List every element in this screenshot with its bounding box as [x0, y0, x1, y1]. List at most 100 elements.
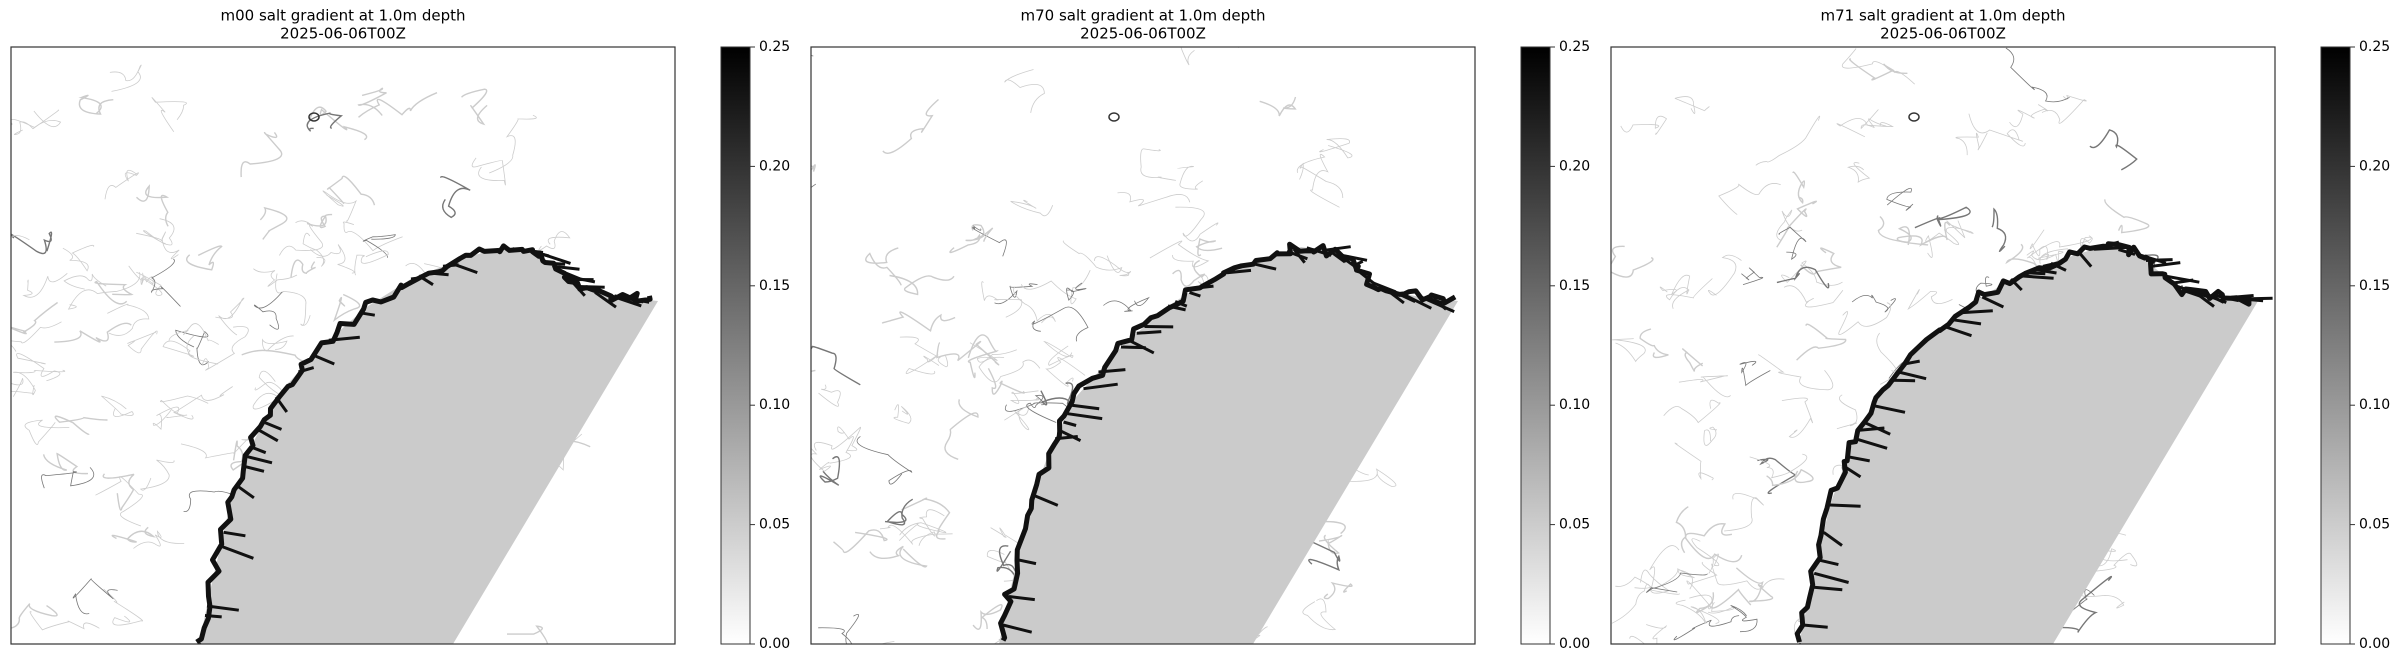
sea-front [1739, 360, 1771, 387]
sea-front [1319, 138, 1353, 159]
sea-front [1741, 267, 1764, 285]
map [810, 46, 1476, 645]
sea-front [996, 545, 1017, 580]
colorbar-tick-label: 0.20 [2359, 158, 2390, 174]
sea-front [354, 250, 389, 276]
sea-front [978, 356, 1041, 383]
sea-front [104, 169, 139, 200]
sea-front [173, 386, 233, 420]
sea-front [263, 640, 280, 644]
sea-front [1062, 240, 1123, 273]
sea-front [307, 106, 368, 141]
sea-front [1639, 328, 1669, 359]
colorbar-tick-label: 0.05 [2359, 517, 2390, 533]
sea-front [22, 272, 68, 298]
panel-subtitle: 2025-06-06T00Z [1880, 25, 2006, 43]
sea-front [262, 335, 294, 352]
sea-front [175, 329, 209, 366]
sea-front [1318, 534, 1343, 555]
sea-front [1783, 285, 1844, 308]
island [1108, 112, 1120, 122]
sea-front [11, 603, 58, 629]
sea-front [1004, 404, 1030, 431]
sea-front [1675, 599, 1720, 624]
fjord [1822, 531, 1843, 547]
sea-front [1708, 254, 1742, 296]
sea-front [1695, 588, 1752, 614]
colorbar-tick-label: 0.15 [759, 278, 790, 294]
fjord [2173, 278, 2194, 285]
sea-front [1659, 274, 1691, 295]
sea-front [101, 395, 134, 417]
fjord [1905, 359, 1920, 366]
sea-front [1066, 282, 1087, 301]
land [1799, 247, 2258, 644]
sea-front [253, 291, 283, 330]
sea-front [811, 447, 831, 472]
coastline [998, 241, 1457, 642]
fjord [223, 530, 246, 538]
panel-subtitle: 2025-06-06T00Z [280, 25, 406, 43]
fjord [1952, 318, 1982, 326]
sea-front [1766, 468, 1814, 487]
sea-front [1674, 96, 1710, 114]
fjord [1032, 493, 1059, 507]
colorbar-ticks: 0.00 0.05 0.10 0.15 0.20 0.25 [1550, 39, 1590, 652]
fjord [1008, 595, 1035, 602]
sea-front [1860, 109, 1887, 130]
sea-front [1302, 598, 1337, 631]
sea-front [1735, 567, 1774, 603]
sea-front [1665, 278, 1713, 309]
sea-front [142, 218, 175, 246]
sea-front [1629, 624, 1668, 644]
colorbar-tick-label: 0.10 [2359, 397, 2390, 413]
sea-front [1877, 215, 1912, 246]
sea-front [972, 604, 1003, 630]
sea-front [11, 235, 30, 241]
sea-front [109, 64, 142, 92]
sea-front [1851, 294, 1896, 313]
sea-front [2039, 236, 2093, 264]
sea-front [151, 97, 187, 133]
sea-front [1117, 192, 1191, 207]
sea-front [1646, 572, 1708, 593]
fjord [1136, 330, 1162, 335]
sea-front [882, 98, 939, 154]
sea-front [306, 112, 344, 132]
sea-front [1180, 47, 1195, 66]
sea-front [1796, 323, 1847, 361]
coastline [195, 243, 653, 644]
sea-front [310, 244, 355, 274]
sea-front [362, 234, 396, 258]
sea-front [1849, 58, 1908, 81]
fjord [1128, 338, 1155, 355]
colorbar-tick-label: 0.20 [1559, 158, 1590, 174]
sea-front [993, 634, 1020, 644]
sea-front [16, 353, 61, 382]
fjord [1829, 503, 1861, 508]
map [10, 46, 676, 645]
sea-front [2026, 245, 2049, 267]
fjord [1189, 291, 1201, 298]
sea-front [326, 175, 376, 206]
coastline [1794, 241, 2252, 643]
island [308, 112, 320, 122]
sea-front [2009, 104, 2049, 128]
sea-front [1682, 348, 1704, 372]
fjord [312, 353, 335, 366]
panel: m71 salt gradient at 1.0m depth2025-06-0… [1610, 7, 2390, 652]
sea-front [136, 231, 180, 260]
sea-front [969, 342, 1017, 363]
sea-front [538, 231, 571, 251]
map-frame [1610, 46, 2276, 645]
sea-front [322, 190, 357, 222]
fjord [1871, 403, 1906, 414]
sea-front [865, 247, 902, 286]
sea-front [1836, 394, 1858, 430]
colorbar [720, 46, 751, 645]
sea-front [987, 367, 1025, 395]
sea-front [78, 94, 114, 115]
colorbar-tick-label: 0.25 [1559, 39, 1590, 55]
sea-front [1691, 538, 1720, 574]
